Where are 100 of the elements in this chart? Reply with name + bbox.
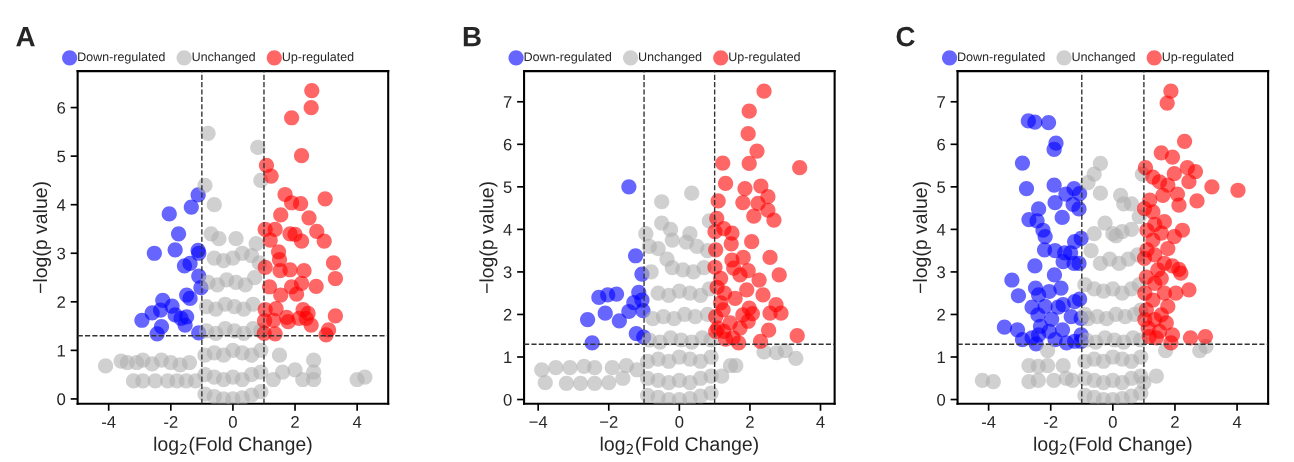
- y-tick-label: 2: [503, 308, 512, 321]
- legend-label: Unchanged: [192, 52, 255, 64]
- point: [1189, 193, 1205, 209]
- point: [1166, 229, 1182, 245]
- point: [597, 305, 613, 321]
- point: [1163, 335, 1179, 351]
- legend-label: Down-regulated: [958, 52, 1045, 64]
- point: [167, 242, 183, 258]
- point: [1160, 240, 1176, 257]
- x-tick-label: 0: [675, 416, 684, 428]
- x-tick-label: 4: [816, 416, 825, 428]
- x-axis-title: log$_{2}$(Fold Change): [154, 436, 312, 455]
- point: [621, 179, 637, 195]
- point: [1176, 133, 1193, 149]
- point: [1230, 182, 1246, 198]
- x-tick-label: 2: [291, 416, 299, 428]
- y-tick-label: 2: [937, 308, 945, 321]
- point: [161, 206, 177, 222]
- point: [279, 309, 295, 325]
- point: [182, 255, 198, 272]
- point: [293, 148, 310, 164]
- point: [723, 236, 739, 252]
- point: [579, 311, 596, 328]
- point: [146, 245, 162, 261]
- legend-label: Up-regulated: [1162, 52, 1234, 64]
- y-axis-title: −log(p value): [479, 182, 498, 293]
- point: [707, 223, 723, 240]
- x-tick-label: 2: [746, 416, 754, 428]
- x-tick-label: −4: [529, 416, 548, 428]
- point: [715, 155, 731, 171]
- point: [1182, 330, 1199, 346]
- legend-label: Down-regulated: [78, 52, 165, 64]
- point: [304, 82, 320, 99]
- point: [608, 286, 625, 302]
- y-tick-label: 5: [937, 181, 946, 194]
- point: [752, 333, 769, 349]
- point: [267, 326, 283, 342]
- point: [301, 210, 317, 226]
- point: [1156, 285, 1172, 301]
- x-tick-label: 4: [352, 416, 362, 428]
- point: [296, 263, 312, 279]
- point: [1147, 275, 1163, 292]
- point: [766, 212, 782, 228]
- point: [318, 327, 334, 343]
- point: [293, 233, 310, 249]
- point: [749, 143, 765, 159]
- point: [732, 267, 748, 283]
- y-tick-label: 1: [937, 351, 945, 364]
- point: [170, 226, 187, 242]
- y-tick-label: 3: [57, 247, 66, 260]
- point: [183, 199, 199, 215]
- point: [761, 322, 777, 338]
- point: [273, 207, 289, 223]
- x-tick-label: -4: [102, 416, 116, 428]
- point: [1166, 166, 1182, 182]
- point: [325, 255, 342, 271]
- point: [317, 191, 333, 207]
- point: [298, 310, 314, 326]
- y-tick-label: 6: [503, 138, 512, 151]
- point: [327, 308, 344, 324]
- point: [584, 335, 600, 351]
- point: [308, 278, 324, 294]
- point: [741, 155, 757, 172]
- point: [303, 99, 319, 116]
- legend-label: Unchanged: [639, 52, 702, 64]
- point: [739, 282, 755, 298]
- y-tick-label: 7: [503, 96, 512, 108]
- x-tick-label: 4: [1232, 416, 1242, 428]
- x-tick-label: -2: [164, 416, 178, 428]
- y-tick-label: 1: [57, 344, 66, 357]
- point: [611, 313, 627, 329]
- point: [756, 83, 772, 99]
- y-tick-label: 7: [937, 96, 945, 108]
- point: [753, 178, 769, 194]
- point: [1148, 330, 1164, 346]
- y-tick-label: 3: [937, 266, 946, 279]
- point: [1159, 95, 1175, 111]
- point: [263, 168, 279, 184]
- point: [737, 180, 753, 197]
- y-tick-label: 6: [57, 101, 66, 114]
- point: [288, 286, 305, 302]
- y-tick-label: 5: [57, 150, 66, 163]
- legend-label: Up-regulated: [282, 52, 354, 64]
- point: [149, 326, 165, 342]
- chart-title: C: [896, 26, 915, 47]
- point: [1171, 197, 1187, 213]
- x-axis-title: log$_{2}$(Fold Change): [600, 436, 758, 455]
- point: [1164, 149, 1181, 165]
- point: [727, 290, 743, 306]
- point: [740, 126, 756, 142]
- point: [710, 193, 726, 209]
- point: [1204, 179, 1220, 195]
- x-tick-label: -4: [981, 416, 996, 428]
- point: [762, 305, 778, 321]
- x-tick-label: 0: [1108, 416, 1117, 428]
- chart-title: B: [463, 27, 481, 47]
- point: [266, 312, 282, 328]
- point: [284, 110, 300, 126]
- y-tick-label: 6: [937, 138, 946, 151]
- legend-label: Down-regulated: [524, 52, 612, 64]
